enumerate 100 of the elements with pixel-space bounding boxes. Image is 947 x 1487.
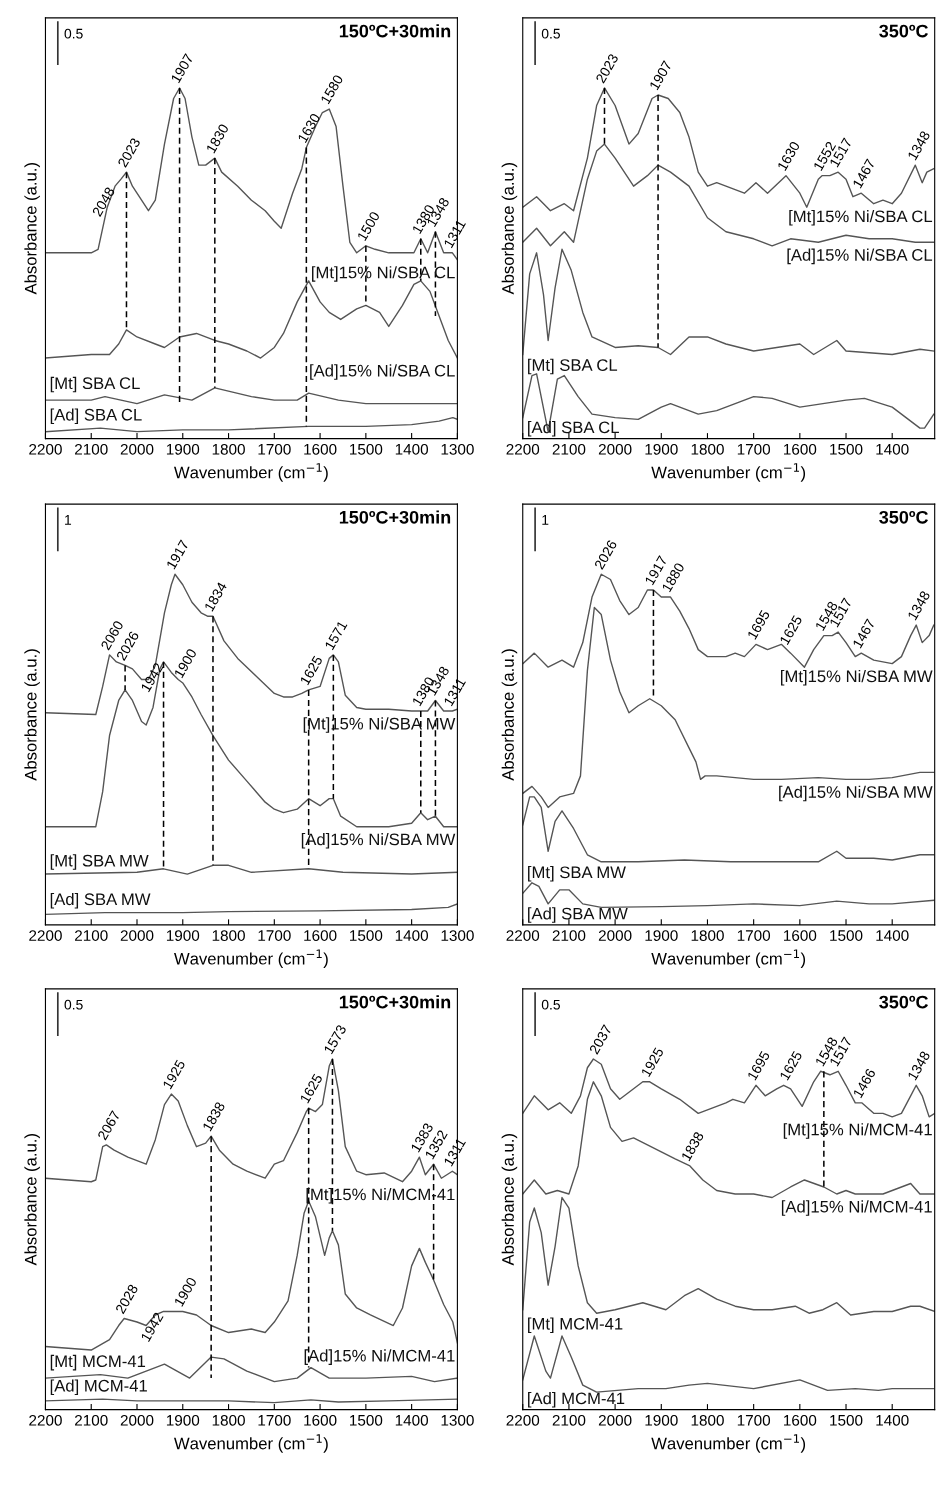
series-label: [Ad] SBA MW bbox=[50, 892, 151, 909]
x-tick-label: 2200 bbox=[29, 1414, 62, 1426]
chart-title: 350ºC bbox=[879, 995, 929, 1009]
text: 0.5 bbox=[64, 999, 83, 1010]
series-label: [Ad] MCM-41 bbox=[50, 1379, 147, 1395]
x-tick-label: 2100 bbox=[552, 1414, 586, 1426]
chart-title: 350ºC bbox=[879, 510, 929, 524]
series-label: [Mt] MCM-41 bbox=[528, 1317, 623, 1333]
x-tick-label: 1600 bbox=[784, 1414, 817, 1426]
x-tick-label: 1700 bbox=[737, 443, 771, 455]
x-tick-label: 2100 bbox=[552, 930, 586, 941]
x-axis-title: Wavenumber (cm$^{−1}$) bbox=[174, 949, 328, 968]
x-axis-title: Wavenumber (cm$^{−1}$) bbox=[651, 949, 806, 968]
x-tick-label: 1400 bbox=[876, 930, 909, 941]
x-tick-label: 2100 bbox=[552, 443, 586, 455]
text: 0.5 bbox=[64, 28, 83, 39]
x-tick-label: 2200 bbox=[506, 1414, 540, 1426]
x-tick-label: 1700 bbox=[258, 1414, 291, 1426]
x-tick-label: 2200 bbox=[506, 443, 540, 455]
series-label: [Ad]15% Ni/SBA CL bbox=[787, 248, 933, 265]
x-axis-title: Wavenumber (cm$^{−1}$) bbox=[174, 463, 328, 482]
x-tick-label: 2200 bbox=[506, 930, 540, 941]
chart-title: 150ºC+30min bbox=[339, 995, 451, 1009]
series-label: [Mt] SBA CL bbox=[528, 358, 618, 375]
x-tick-label: 2200 bbox=[29, 443, 62, 455]
x-tick-label: 1400 bbox=[876, 443, 909, 455]
x-tick-label: 1700 bbox=[258, 443, 291, 455]
series-label: [Ad]15% Ni/SBA MW bbox=[301, 833, 456, 849]
y-axis-title: Absorbance (a.u.) bbox=[501, 649, 518, 781]
x-tick-label: 1800 bbox=[212, 930, 245, 941]
series-label: [Mt]15% Ni/MCM-41 bbox=[306, 1188, 455, 1204]
series-label: [Ad] SBA MW bbox=[528, 907, 628, 923]
x-tick-label: 1600 bbox=[784, 930, 817, 941]
series-label: [Ad]15% Ni/SBA CL bbox=[310, 364, 455, 380]
y-axis-title: Absorbance (a.u.) bbox=[24, 1134, 40, 1266]
series-label: [Mt] SBA CL bbox=[50, 376, 140, 393]
series-label: [Mt] SBA MW bbox=[50, 854, 149, 870]
text: 0.5 bbox=[541, 28, 561, 39]
series-label: [Mt]15% Ni/MCM-41 bbox=[783, 1123, 932, 1139]
x-tick-label: 2100 bbox=[75, 443, 108, 455]
x-tick-label: 1400 bbox=[876, 1414, 909, 1426]
x-tick-label: 1500 bbox=[830, 930, 863, 941]
text: 0.5 bbox=[541, 999, 561, 1010]
chart-title: 150ºC+30min bbox=[339, 510, 451, 524]
series-label: [Ad] SBA CL bbox=[528, 421, 619, 437]
x-tick-label: 1400 bbox=[395, 443, 429, 455]
x-tick-label: 1600 bbox=[784, 443, 817, 455]
x-tick-label: 1300 bbox=[441, 1414, 474, 1426]
x-tick-label: 2000 bbox=[598, 1414, 632, 1426]
y-axis-title: Absorbance (a.u.) bbox=[24, 649, 40, 781]
x-tick-label: 1900 bbox=[166, 930, 200, 941]
series-label: [Ad]15% Ni/SBA MW bbox=[779, 785, 933, 802]
x-tick-label: 1600 bbox=[304, 443, 337, 455]
series-label: [Mt]15% Ni/SBA CL bbox=[312, 266, 455, 282]
x-tick-label: 1500 bbox=[830, 443, 863, 455]
series-label: [Ad] MCM-41 bbox=[528, 1392, 625, 1408]
x-tick-label: 1900 bbox=[645, 930, 678, 941]
series-label: [Ad]15% Ni/MCM-41 bbox=[781, 1200, 932, 1216]
x-tick-label: 1500 bbox=[350, 443, 383, 455]
series-label: [Ad]15% Ni/MCM-41 bbox=[304, 1349, 455, 1365]
x-tick-label: 1300 bbox=[441, 930, 474, 941]
x-tick-label: 2100 bbox=[75, 1414, 108, 1426]
series-label: [Mt]15% Ni/SBA CL bbox=[789, 210, 933, 226]
x-tick-label: 2000 bbox=[120, 930, 154, 941]
x-tick-label: 1300 bbox=[441, 443, 474, 455]
x-tick-label: 1600 bbox=[304, 930, 337, 941]
x-axis-title: Wavenumber (cm$^{−1}$) bbox=[174, 1434, 328, 1453]
x-tick-label: 1400 bbox=[395, 1414, 429, 1426]
x-tick-label: 1700 bbox=[258, 930, 291, 941]
y-axis-title: Absorbance (a.u.) bbox=[24, 163, 40, 295]
text: 1 bbox=[65, 515, 72, 525]
series-label: [Mt]15% Ni/SBA MW bbox=[781, 669, 933, 686]
chart-title: 150ºC+30min bbox=[339, 24, 451, 38]
x-axis-title: Wavenumber (cm$^{−1}$) bbox=[651, 1434, 806, 1453]
series-label: [Mt] SBA MW bbox=[528, 866, 626, 882]
x-tick-label: 1500 bbox=[350, 1414, 383, 1426]
x-tick-label: 2100 bbox=[75, 930, 108, 941]
x-tick-label: 1900 bbox=[166, 1414, 200, 1426]
x-tick-label: 1700 bbox=[737, 930, 771, 941]
x-tick-label: 2200 bbox=[29, 930, 62, 941]
y-axis-title: Absorbance (a.u.) bbox=[501, 1134, 518, 1266]
x-tick-label: 1400 bbox=[395, 930, 429, 941]
x-tick-label: 2000 bbox=[120, 1414, 154, 1426]
x-tick-label: 2000 bbox=[598, 930, 632, 941]
x-tick-label: 1500 bbox=[830, 1414, 863, 1426]
x-tick-label: 1800 bbox=[212, 443, 245, 455]
x-tick-label: 1900 bbox=[645, 1414, 678, 1426]
y-axis-title: Absorbance (a.u.) bbox=[501, 163, 518, 295]
x-tick-label: 1600 bbox=[304, 1414, 337, 1426]
x-tick-label: 2000 bbox=[598, 443, 632, 455]
x-tick-label: 1900 bbox=[645, 443, 678, 455]
x-tick-label: 1800 bbox=[691, 930, 724, 941]
x-tick-label: 1700 bbox=[737, 1414, 771, 1426]
series-label: [Ad] SBA CL bbox=[50, 408, 142, 424]
x-tick-label: 2000 bbox=[120, 443, 154, 455]
x-tick-label: 1800 bbox=[691, 1414, 724, 1426]
x-tick-label: 1500 bbox=[350, 930, 383, 941]
chart-title: 350ºC bbox=[879, 24, 929, 38]
series-label: [Mt] MCM-41 bbox=[50, 1354, 146, 1371]
text: 1 bbox=[542, 515, 549, 525]
